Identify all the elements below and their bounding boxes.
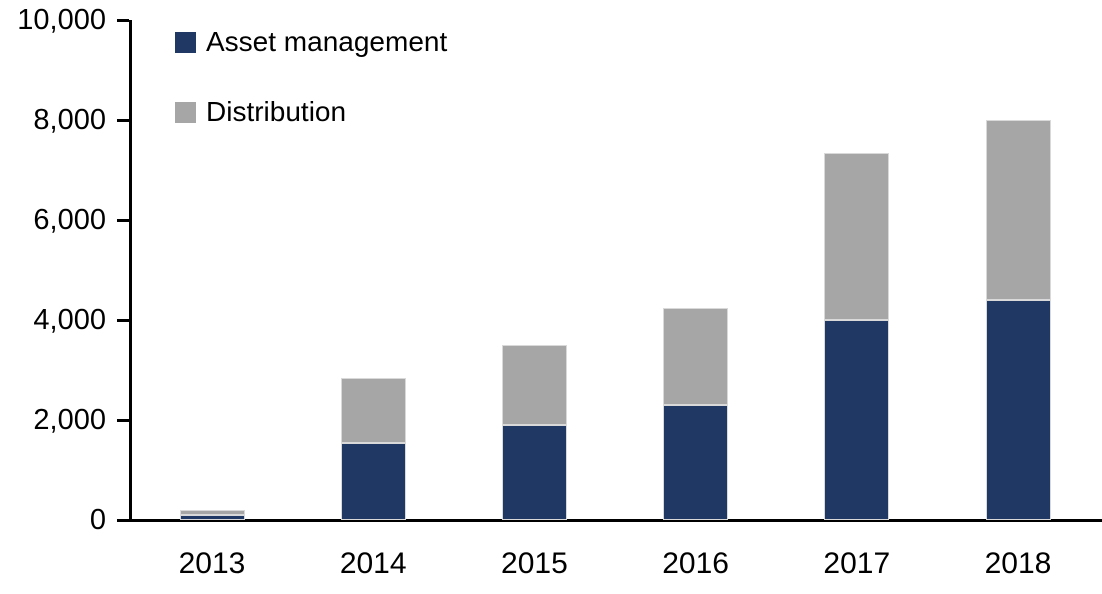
y-tick-label: 8,000	[33, 104, 106, 136]
bar-segment-asset-management-2017	[824, 320, 890, 520]
legend-label: Asset management	[206, 26, 448, 57]
y-tick-mark	[117, 419, 129, 422]
y-tick-label: 4,000	[33, 304, 106, 336]
y-tick-label: 2,000	[33, 404, 106, 436]
legend-item-distribution: Distribution	[175, 97, 346, 127]
y-tick-label: 0	[89, 504, 106, 536]
y-tick-mark	[117, 219, 129, 222]
y-tick-mark	[117, 119, 129, 122]
bar-segment-asset-management-2015	[501, 425, 567, 520]
bar-segment-distribution-2017	[824, 152, 890, 320]
x-tick-label-2018: 2018	[984, 547, 1052, 580]
bar-segment-distribution-2018	[985, 120, 1051, 300]
bar-segment-distribution-2013	[179, 510, 245, 515]
x-tick-label-2017: 2017	[823, 547, 891, 580]
x-tick-label-2014: 2014	[339, 547, 407, 580]
y-tick-mark	[117, 19, 129, 22]
y-tick-label: 10,000	[17, 4, 106, 36]
y-tick-label: 6,000	[33, 204, 106, 236]
bar-segment-distribution-2015	[501, 345, 567, 425]
bar-segment-distribution-2016	[663, 307, 729, 405]
legend-label: Distribution	[206, 96, 347, 127]
bar-segment-asset-management-2014	[340, 442, 406, 520]
legend-item-asset-management: Asset management	[175, 27, 447, 57]
bar-segment-distribution-2014	[340, 377, 406, 443]
y-tick-mark	[117, 319, 129, 322]
bar-segment-asset-management-2018	[985, 300, 1051, 520]
x-axis-line	[117, 519, 1102, 522]
bar-segment-asset-management-2013	[179, 515, 245, 520]
bar-segment-asset-management-2016	[663, 405, 729, 520]
x-tick-label-2016: 2016	[662, 547, 729, 580]
legend-swatch-icon	[175, 101, 196, 123]
legend-swatch-icon	[175, 31, 196, 53]
y-axis-line	[129, 20, 132, 521]
x-tick-label-2015: 2015	[501, 547, 568, 580]
x-tick-label-2013: 2013	[178, 547, 246, 580]
